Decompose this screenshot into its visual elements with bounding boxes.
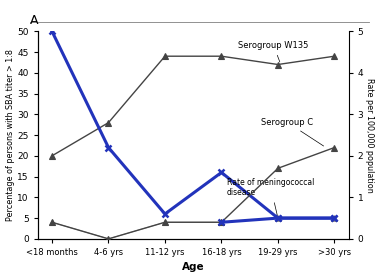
Text: A: A [30, 14, 39, 27]
Y-axis label: Rate per 100,000 population: Rate per 100,000 population [366, 78, 374, 192]
X-axis label: Age: Age [182, 262, 204, 272]
Y-axis label: Percentage of persons with SBA titer > 1:8: Percentage of persons with SBA titer > 1… [6, 49, 14, 221]
Text: Rate of meningococcal
disease: Rate of meningococcal disease [227, 178, 315, 215]
Text: Serogroup W135: Serogroup W135 [238, 41, 309, 62]
Text: Serogroup C: Serogroup C [261, 118, 324, 146]
